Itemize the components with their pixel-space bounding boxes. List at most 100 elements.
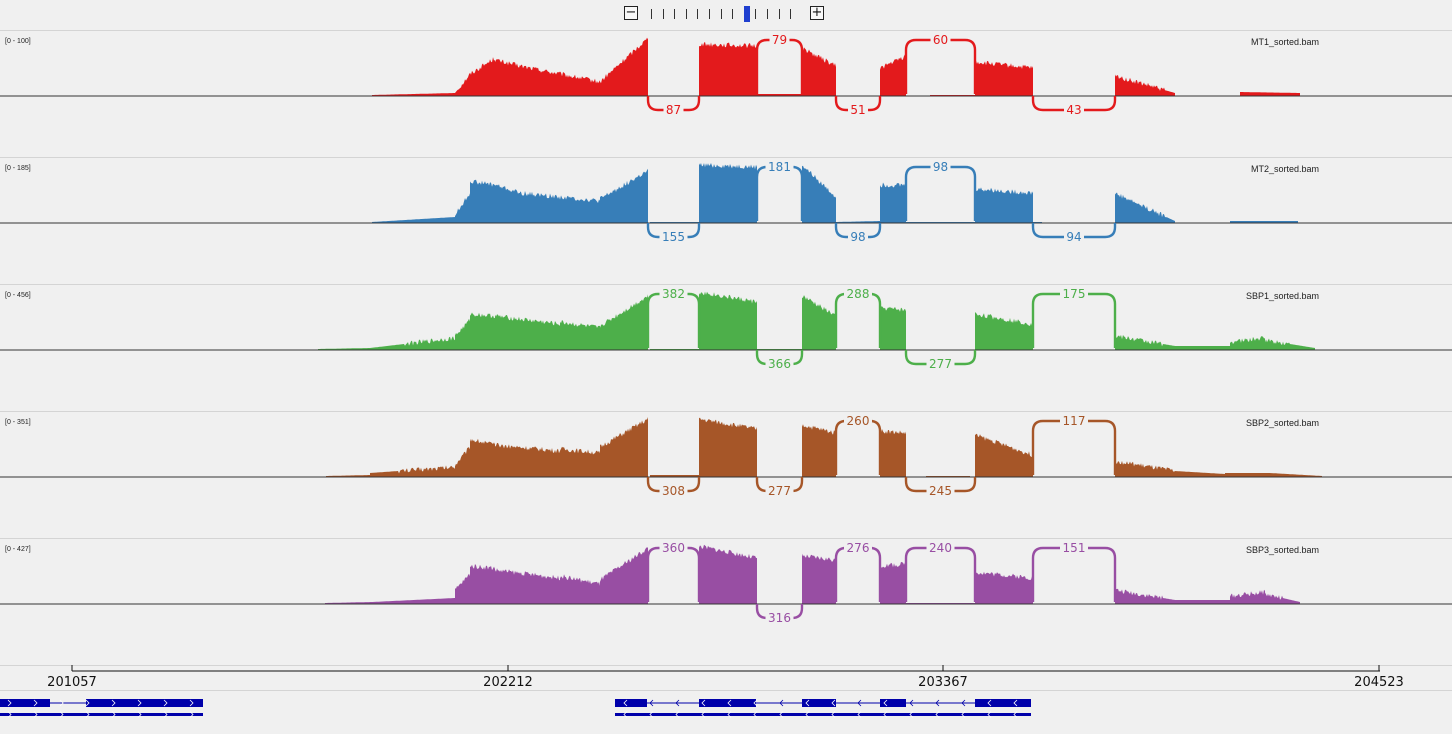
coverage-segment[interactable]: [802, 165, 836, 223]
splice-junction-arc[interactable]: [904, 165, 977, 221]
zoom-out-button[interactable]: −: [624, 5, 638, 20]
splice-junction-arc[interactable]: [646, 546, 701, 602]
coverage-segment[interactable]: [880, 305, 906, 351]
coverage-segment[interactable]: [470, 57, 495, 96]
gene-exon[interactable]: [975, 699, 1031, 707]
sashimi-track-mt1[interactable]: [0 - 100] MT1_sorted.bam 87 79 51 60 43: [0, 30, 1452, 157]
gene-exon[interactable]: [615, 699, 647, 707]
coverage-segment[interactable]: [1240, 92, 1300, 96]
gene-exon[interactable]: [0, 699, 50, 707]
coverage-segment[interactable]: [1230, 336, 1265, 350]
zoom-level-tick[interactable]: [685, 9, 687, 19]
coverage-segment[interactable]: [495, 314, 560, 350]
coverage-segment[interactable]: [699, 291, 757, 350]
gene-annotation-track[interactable]: [0, 690, 1452, 729]
coverage-segment[interactable]: [560, 320, 600, 350]
coverage-segment[interactable]: [370, 465, 455, 477]
coverage-segment[interactable]: [975, 433, 1033, 477]
coverage-segment[interactable]: [495, 442, 560, 477]
sashimi-track-sbp3[interactable]: [0 - 427] SBP3_sorted.bam 360 316 276 240 151: [0, 538, 1452, 665]
coverage-segment[interactable]: [600, 37, 648, 96]
coverage-segment[interactable]: [975, 312, 1033, 350]
coverage-segment[interactable]: [1115, 460, 1175, 477]
zoom-in-button[interactable]: +: [810, 5, 824, 20]
splice-junction-arc[interactable]: [904, 38, 977, 94]
zoom-level-tick[interactable]: [674, 9, 676, 19]
coverage-segment[interactable]: [372, 217, 455, 223]
splice-junction-arc[interactable]: [646, 292, 701, 348]
coverage-segment[interactable]: [455, 193, 470, 223]
coverage-segment[interactable]: [880, 429, 906, 477]
zoom-level-tick[interactable]: [720, 9, 722, 19]
coverage-segment[interactable]: [975, 571, 1033, 604]
gene-transcript-bar[interactable]: [615, 713, 1031, 716]
coverage-segment[interactable]: [455, 72, 470, 96]
coverage-segment[interactable]: [470, 312, 495, 351]
zoom-level-tick[interactable]: [767, 9, 768, 19]
zoom-level-tick[interactable]: [755, 9, 757, 19]
coverage-segment[interactable]: [1115, 192, 1175, 224]
coverage-segment[interactable]: [370, 336, 455, 350]
coverage-segment[interactable]: [600, 417, 648, 477]
coverage-segment[interactable]: [600, 168, 648, 223]
coverage-segment[interactable]: [495, 58, 520, 96]
coverage-segment[interactable]: [699, 417, 757, 477]
coverage-segment[interactable]: [1270, 473, 1322, 477]
coverage-segment[interactable]: [975, 60, 1033, 96]
coverage-segment[interactable]: [470, 179, 495, 223]
zoom-level-tick[interactable]: [732, 9, 734, 19]
zoom-level-tick[interactable]: [697, 9, 699, 19]
splice-junction-arc[interactable]: [904, 546, 977, 602]
coverage-segment[interactable]: [560, 574, 600, 604]
coverage-segment[interactable]: [372, 93, 455, 96]
coverage-segment[interactable]: [470, 438, 495, 477]
splice-junction-arc[interactable]: [834, 546, 882, 602]
coverage-segment[interactable]: [455, 573, 470, 604]
coverage-segment[interactable]: [975, 187, 1033, 223]
coverage-segment[interactable]: [802, 424, 836, 477]
coverage-segment[interactable]: [1115, 74, 1175, 97]
coverage-segment[interactable]: [880, 54, 906, 96]
zoom-level-tick[interactable]: [790, 9, 792, 19]
splice-junction-arc[interactable]: [755, 38, 804, 94]
coverage-segment[interactable]: [1115, 588, 1175, 604]
coverage-segment[interactable]: [495, 184, 520, 223]
coverage-segment[interactable]: [802, 295, 836, 350]
coverage-segment[interactable]: [1175, 346, 1230, 350]
coverage-segment[interactable]: [495, 568, 560, 604]
zoom-level-tick[interactable]: [778, 9, 780, 19]
coverage-segment[interactable]: [699, 163, 757, 223]
splice-junction-arc[interactable]: [1031, 546, 1117, 602]
coverage-segment[interactable]: [455, 318, 470, 350]
zoom-level-tick[interactable]: [651, 9, 652, 19]
zoom-level-tick[interactable]: [709, 9, 710, 19]
coverage-segment[interactable]: [1175, 600, 1230, 604]
coverage-segment[interactable]: [880, 561, 906, 604]
splice-junction-arc[interactable]: [834, 292, 882, 348]
splice-junction-arc[interactable]: [1031, 292, 1117, 348]
coverage-segment[interactable]: [455, 447, 470, 477]
coverage-segment[interactable]: [880, 182, 906, 224]
coverage-segment[interactable]: [520, 64, 600, 96]
coverage-segment[interactable]: [1230, 589, 1265, 604]
coverage-segment[interactable]: [372, 598, 455, 604]
gene-exon[interactable]: [86, 699, 203, 707]
coverage-segment[interactable]: [560, 446, 600, 477]
splice-junction-arc[interactable]: [1031, 419, 1117, 475]
coverage-segment[interactable]: [1115, 334, 1175, 350]
splice-junction-arc[interactable]: [755, 165, 804, 221]
coverage-segment[interactable]: [802, 47, 836, 96]
sashimi-track-sbp1[interactable]: [0 - 456] SBP1_sorted.bam 382 366 288 277 175: [0, 284, 1452, 411]
gene-exon[interactable]: [880, 699, 906, 707]
splice-junction-arc[interactable]: [834, 419, 882, 475]
gene-exon[interactable]: [802, 699, 836, 707]
coverage-segment[interactable]: [699, 41, 757, 96]
coverage-segment[interactable]: [1175, 471, 1225, 477]
zoom-level-tick[interactable]: [743, 6, 750, 22]
gene-transcript-bar[interactable]: [0, 713, 203, 716]
coverage-segment[interactable]: [802, 553, 836, 604]
coverage-segment[interactable]: [520, 191, 600, 223]
coverage-segment[interactable]: [1225, 473, 1270, 477]
sashimi-track-mt2[interactable]: [0 - 185] MT2_sorted.bam 155 181 98 98 94: [0, 157, 1452, 284]
coverage-segment[interactable]: [470, 564, 495, 604]
